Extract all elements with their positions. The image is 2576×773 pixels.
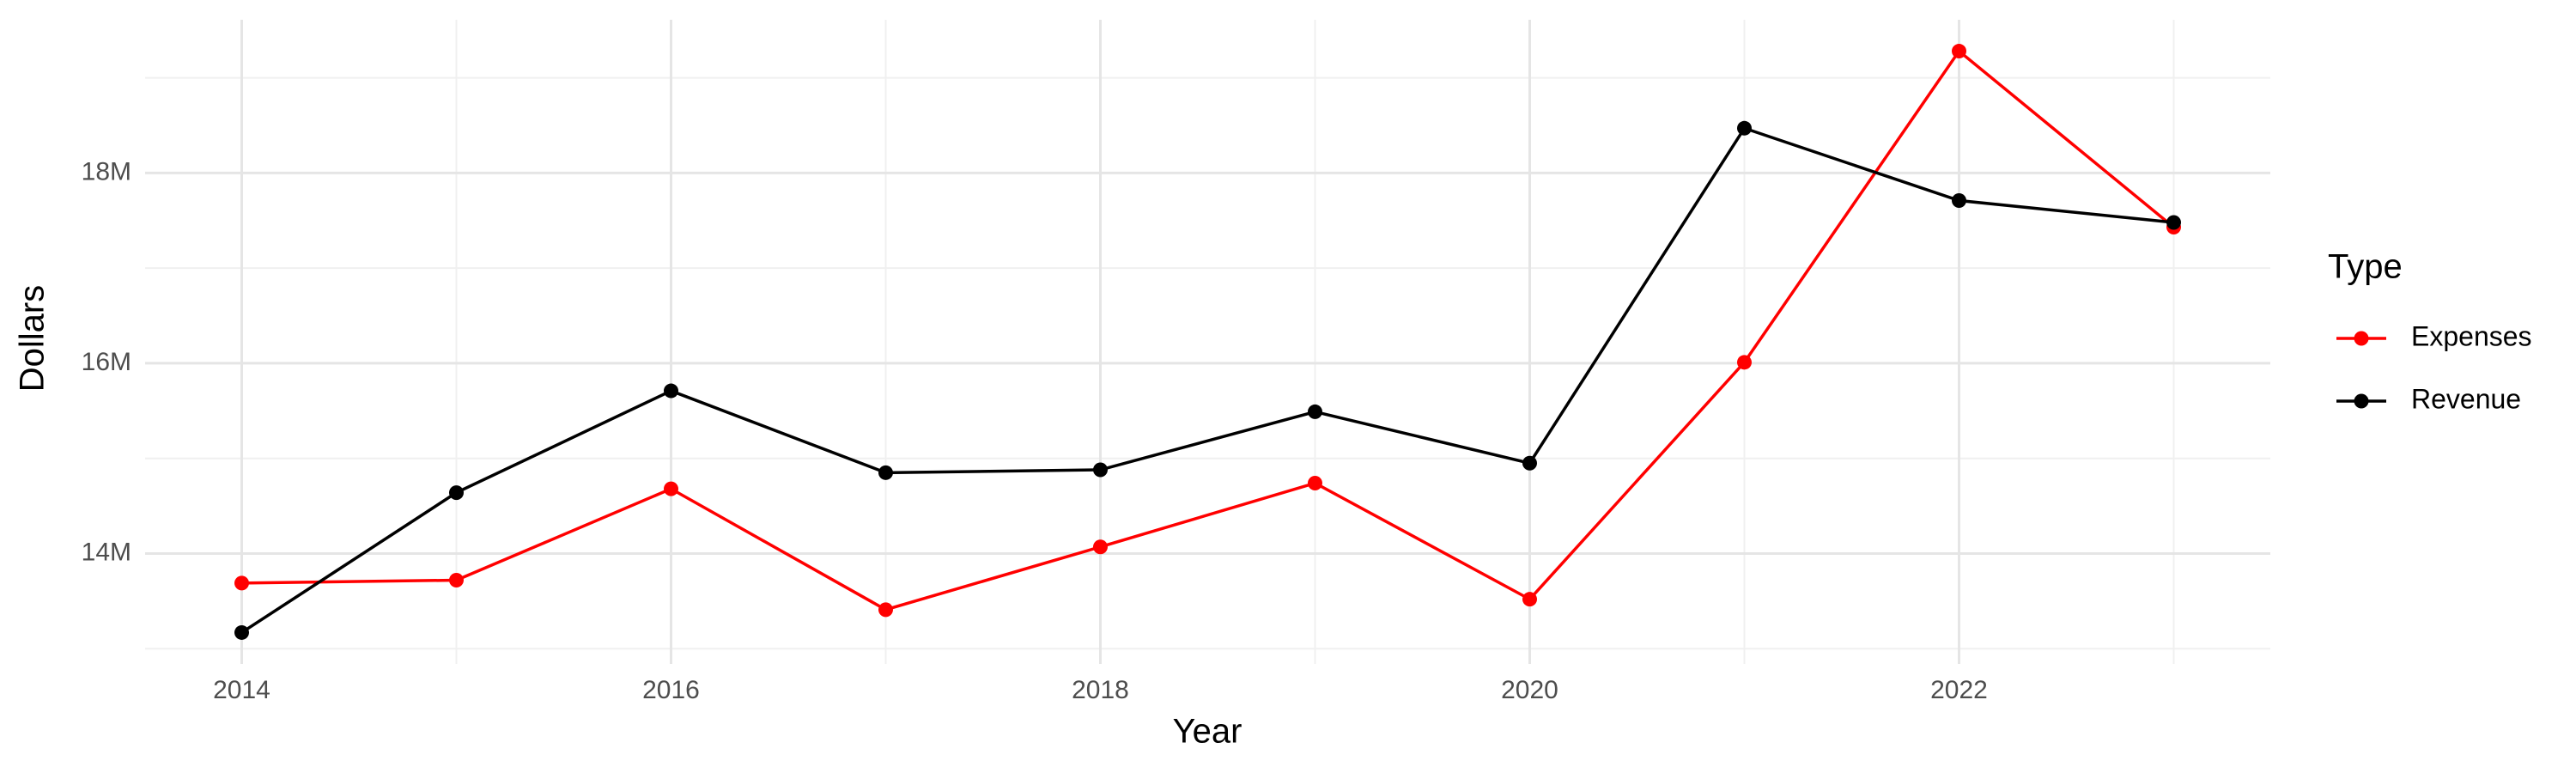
x-tick-label: 2016 bbox=[642, 676, 700, 704]
data-point bbox=[664, 481, 678, 496]
y-tick-label: 14M bbox=[82, 538, 131, 566]
data-point bbox=[234, 575, 249, 591]
data-point bbox=[878, 602, 893, 618]
data-point bbox=[234, 624, 249, 640]
data-point bbox=[1093, 462, 1108, 478]
data-point bbox=[449, 485, 464, 501]
legend-key-point bbox=[2354, 331, 2369, 346]
legend-title: Type bbox=[2328, 248, 2403, 286]
data-point bbox=[878, 465, 893, 480]
x-tick-label: 2018 bbox=[1072, 676, 1129, 704]
x-tick-label: 2022 bbox=[1930, 676, 1988, 704]
y-tick-label: 16M bbox=[82, 348, 131, 376]
series-line bbox=[240, 126, 2174, 634]
data-point bbox=[1308, 404, 1322, 419]
x-axis-title: Year bbox=[1173, 713, 1242, 751]
data-point bbox=[449, 573, 464, 588]
data-point bbox=[1737, 355, 1752, 370]
x-tick-label: 2014 bbox=[213, 676, 270, 704]
legend-label: Revenue bbox=[2411, 383, 2521, 414]
y-tick-label: 18M bbox=[82, 157, 131, 186]
series-line bbox=[241, 48, 2175, 612]
legend-label: Expenses bbox=[2411, 320, 2532, 351]
data-point bbox=[1952, 192, 1966, 208]
data-point bbox=[1737, 120, 1752, 136]
legend-key-point bbox=[2354, 393, 2369, 409]
data-point bbox=[1522, 455, 1537, 471]
data-point bbox=[664, 383, 678, 399]
data-point bbox=[1952, 44, 1966, 59]
data-point bbox=[1522, 592, 1537, 607]
data-point bbox=[1308, 476, 1322, 491]
x-tick-label: 2020 bbox=[1501, 676, 1558, 704]
data-point bbox=[2166, 215, 2181, 230]
data-point bbox=[1093, 539, 1108, 555]
y-axis-title: Dollars bbox=[14, 285, 52, 392]
